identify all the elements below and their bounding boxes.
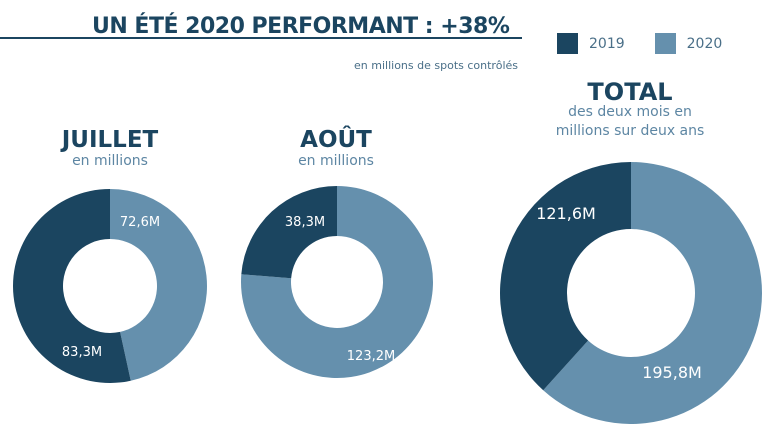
donut-slice-aout-2020 <box>241 186 433 378</box>
legend-label-2019: 2019 <box>589 35 625 52</box>
legend-label-2020: 2020 <box>686 35 723 52</box>
data-label-juillet-2019: 83,3M <box>62 345 102 360</box>
donut-slice-total-2020 <box>543 162 763 424</box>
data-label-aout-2020: 123,2M <box>347 349 395 364</box>
donut-slice-juillet-2019 <box>12 189 131 383</box>
donut-slice-aout-2019 <box>241 186 337 279</box>
legend-swatch-2019 <box>557 33 578 54</box>
chart-subtitle-aout: en millions <box>298 153 374 169</box>
donut-slice-total-2019 <box>500 162 631 391</box>
header-divider <box>0 37 522 39</box>
data-label-juillet-2020: 72,6M <box>120 215 160 230</box>
chart-title-total: TOTAL <box>587 78 673 106</box>
legend-item-2020: 2020 <box>654 33 723 54</box>
legend-swatch-2020 <box>654 33 676 54</box>
page-title: UN ÉTÉ 2020 PERFORMANT : +38% <box>92 14 510 39</box>
legend: 2019 2020 <box>557 33 752 54</box>
chart-subtitle-total-line2: millions sur deux ans <box>555 123 705 139</box>
data-label-aout-2019: 38,3M <box>285 215 325 230</box>
data-label-total-2020: 195,8M <box>642 363 702 382</box>
chart-title-juillet: JUILLET <box>61 127 159 153</box>
data-label-total-2019: 121,6M <box>536 204 596 223</box>
donut-slice-juillet-2020 <box>110 189 207 381</box>
chart-title-aout: AOÛT <box>300 127 372 153</box>
chart-subtitle-total-line1: des deux mois en <box>568 104 692 120</box>
legend-item-2019: 2019 <box>557 33 625 54</box>
chart-subtitle-juillet: en millions <box>72 153 148 169</box>
page-subtitle: en millions de spots contrôlés <box>354 59 518 72</box>
